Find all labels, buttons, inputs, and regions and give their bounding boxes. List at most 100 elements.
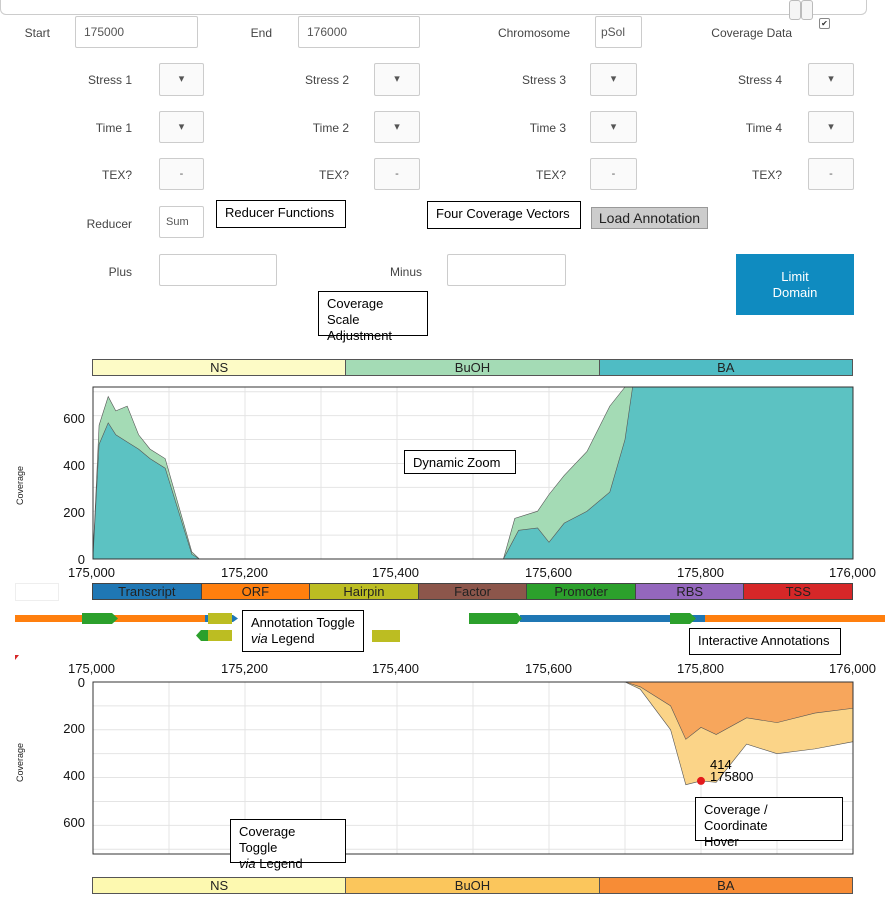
legend-ba[interactable]: BA <box>599 360 852 375</box>
tex-3-select[interactable]: - <box>590 158 637 190</box>
top-y-tick: 0 <box>77 552 85 567</box>
minus-label: Minus <box>389 265 422 279</box>
chromosome-select[interactable]: pSol <box>595 16 642 48</box>
promoter-annotation[interactable] <box>196 630 208 641</box>
top-coverage-chart[interactable] <box>0 380 885 580</box>
legend-buoh[interactable]: BuOH <box>346 878 600 893</box>
bottom-y-tick: 400 <box>63 768 85 783</box>
annotation-legend-blank <box>15 583 59 601</box>
range-slider-handle-left[interactable] <box>789 0 801 20</box>
range-slider-handle-right[interactable] <box>801 0 813 20</box>
tex-2-label: TEX? <box>318 168 349 182</box>
promoter-annotation[interactable] <box>670 613 696 624</box>
tex-3-label: TEX? <box>535 168 566 182</box>
hairpin-annotation[interactable] <box>372 630 400 642</box>
top-x-tick: 175,000 <box>68 565 115 580</box>
start-label: Start <box>24 26 50 40</box>
legend-transcript[interactable]: Transcript <box>93 584 202 599</box>
load-annotation-button[interactable]: Load Annotation <box>591 207 708 229</box>
hover-callout-line2: Hover <box>704 834 739 849</box>
limit-domain-button[interactable]: Limit Domain <box>736 254 854 315</box>
time-3-select[interactable]: ▾ <box>590 111 637 143</box>
hover-point[interactable] <box>697 776 705 785</box>
stress-2-select[interactable]: ▾ <box>374 63 420 96</box>
limit-domain-label: Limit Domain <box>772 268 818 300</box>
promoter-annotation[interactable] <box>496 613 522 624</box>
coverage-toggle-callout: Coverage Toggle via Legend <box>230 819 346 871</box>
hairpin-annotation[interactable] <box>208 613 232 624</box>
coverage-toggle-text: Coverage Toggle <box>239 824 296 855</box>
legend-promoter[interactable]: Promoter <box>527 584 636 599</box>
hover-value-label: 414 <box>710 757 732 772</box>
legend-ns[interactable]: NS <box>93 360 347 375</box>
time-4-select[interactable]: ▾ <box>808 111 854 143</box>
orf-annotation[interactable] <box>705 615 885 622</box>
chromosome-label: Chromosome <box>497 26 570 40</box>
interactive-annotations-callout: Interactive Annotations <box>689 628 841 655</box>
coverage-toggle-legend-text: Legend <box>255 856 303 871</box>
stress-3-select[interactable]: ▾ <box>590 63 637 96</box>
annotation-legend: Transcript ORF Hairpin Factor Promoter R… <box>92 583 853 600</box>
tex-4-select[interactable]: - <box>808 158 854 190</box>
legend-orf[interactable]: ORF <box>201 584 311 599</box>
top-x-tick: 175,400 <box>372 565 419 580</box>
plus-label: Plus <box>108 265 132 279</box>
coverage-data-checkbox[interactable]: ✔ <box>819 18 830 29</box>
tex-2-select[interactable]: - <box>374 158 420 190</box>
promoter-annotation[interactable] <box>469 613 501 624</box>
legend-ba[interactable]: BA <box>599 878 852 893</box>
plus-input[interactable] <box>159 254 277 286</box>
time-2-select[interactable]: ▾ <box>374 111 420 143</box>
reducer-select[interactable]: Sum <box>159 206 204 238</box>
plot-border <box>92 386 854 560</box>
legend-ns[interactable]: NS <box>93 878 347 893</box>
time-1-label: Time 1 <box>95 121 132 135</box>
reducer-functions-callout: Reducer Functions <box>216 200 346 228</box>
stress-2-label: Stress 2 <box>304 73 349 87</box>
four-coverage-vectors-callout: Four Coverage Vectors <box>427 201 581 229</box>
legend-tss[interactable]: TSS <box>744 584 853 599</box>
top-y-axis-label: Coverage <box>15 465 25 505</box>
stress-4-label: Stress 4 <box>737 73 782 87</box>
stress-4-select[interactable]: ▾ <box>808 63 854 96</box>
hover-coordinate-label: 175800 <box>710 769 754 784</box>
hairpin-annotation[interactable] <box>208 630 232 641</box>
top-x-tick: 175,200 <box>221 565 268 580</box>
legend-factor[interactable]: Factor <box>418 584 528 599</box>
tex-1-select[interactable]: - <box>159 158 204 190</box>
stress-1-label: Stress 1 <box>87 73 132 87</box>
bottom-x-tick: 175,800 <box>677 661 724 676</box>
end-input[interactable]: 176000 <box>298 16 420 48</box>
range-slider-track[interactable] <box>0 0 867 15</box>
dynamic-zoom-callout: Dynamic Zoom <box>404 450 516 474</box>
plot-border <box>92 681 854 855</box>
legend-rbs[interactable]: RBS <box>635 584 745 599</box>
bottom-coverage-legend: NS BuOH BA <box>92 877 853 894</box>
promoter-annotation[interactable] <box>82 613 118 624</box>
end-label: End <box>250 26 272 40</box>
legend-buoh[interactable]: BuOH <box>346 360 600 375</box>
annotation-toggle-legend-text: Legend <box>267 631 315 646</box>
top-coverage-legend: NS BuOH BA <box>92 359 853 376</box>
bottom-y-tick: 0 <box>77 675 85 690</box>
tex-1-label: TEX? <box>101 168 132 182</box>
top-x-tick: 175,800 <box>677 565 724 580</box>
hover-callout-line1: Coverage / Coordinate <box>704 802 768 833</box>
top-x-tick: 175,600 <box>525 565 572 580</box>
transcript-annotation[interactable] <box>520 615 710 622</box>
coverage-scale-callout: Coverage Scale Adjustment <box>318 291 428 343</box>
start-input[interactable]: 175000 <box>75 16 198 48</box>
minus-input[interactable] <box>447 254 566 286</box>
bottom-y-tick: 200 <box>63 721 85 736</box>
stress-3-label: Stress 3 <box>521 73 566 87</box>
stress-1-select[interactable]: ▾ <box>159 63 204 96</box>
tex-4-label: TEX? <box>751 168 782 182</box>
tss-marker[interactable] <box>15 655 19 660</box>
coverage-data-label: Coverage Data <box>711 26 792 40</box>
bottom-x-tick: 176,000 <box>829 661 876 676</box>
legend-hairpin[interactable]: Hairpin <box>310 584 419 599</box>
annotation-track[interactable] <box>0 604 885 662</box>
time-1-select[interactable]: ▾ <box>159 111 204 143</box>
bottom-x-tick: 175,200 <box>221 661 268 676</box>
time-4-label: Time 4 <box>745 121 782 135</box>
